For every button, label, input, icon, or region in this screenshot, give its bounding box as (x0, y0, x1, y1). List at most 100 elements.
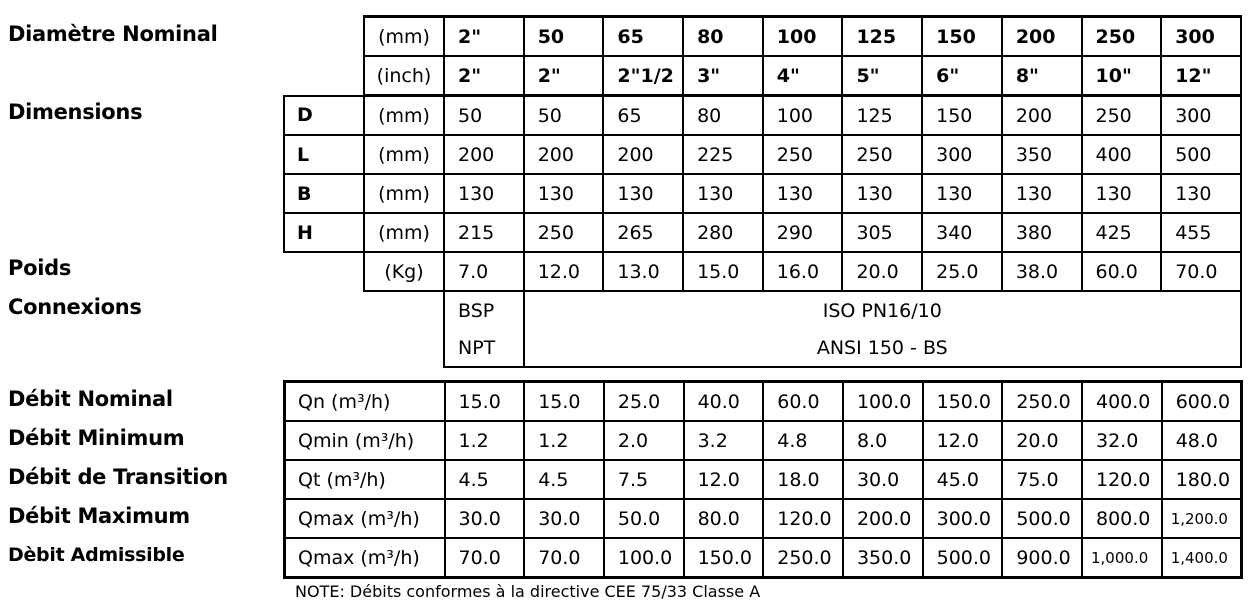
value-cell: 15.0 (443, 380, 526, 422)
unit-cell: (mm) (363, 94, 445, 136)
value-cell: 50 (522, 94, 605, 136)
value-cell: 500 (1160, 134, 1242, 175)
value-cell: 250 (761, 134, 844, 175)
value-cell: 3.2 (682, 420, 765, 461)
col-header-cell: 100 (761, 15, 844, 57)
flow-label-cell: Qmax (m³/h) (283, 537, 446, 579)
value-cell: 40.0 (682, 380, 765, 422)
value-cell: 300.0 (921, 498, 1004, 539)
col-header-cell: 2" (443, 15, 525, 57)
value-cell: 2.0 (602, 420, 685, 461)
value-cell: 100 (761, 94, 844, 136)
value-cell: 100.0 (602, 537, 685, 579)
label-poids: Poids (8, 256, 72, 280)
value-cell: 120.0 (762, 498, 844, 539)
row-dimension-l: L (mm) 200 200 200 225 250 250 300 350 4… (283, 134, 1242, 175)
value-cell: 200 (602, 134, 685, 175)
value-cell: 70.0 (523, 537, 605, 579)
value-cell: 215 (443, 212, 525, 253)
value-cell: 20.0 (1001, 420, 1083, 461)
value-cell: 300 (1160, 94, 1242, 136)
value-cell: 25.0 (921, 251, 1003, 292)
value-cell: 38.0 (1000, 251, 1083, 292)
value-cell: 80.0 (682, 498, 765, 539)
value-cell: 12.0 (682, 459, 765, 500)
col-header-cell: 200 (1000, 15, 1083, 57)
connexion-type-cell: BSP (443, 290, 525, 329)
value-cell: 7.5 (602, 459, 685, 500)
label-connexions: Connexions (8, 295, 142, 319)
spacer-cell (284, 291, 364, 329)
label-debit-nominal: Débit Nominal (8, 387, 173, 411)
flow-label-cell: Qt (m³/h) (283, 459, 446, 500)
dim-key-cell: L (283, 134, 365, 175)
value-cell: 340 (921, 212, 1003, 253)
value-cell: 250 (841, 134, 924, 175)
label-diametre-nominal: Diamètre Nominal (8, 22, 218, 46)
value-cell: 130 (682, 173, 764, 214)
value-cell: 600.0 (1160, 380, 1243, 422)
value-cell: 130 (1080, 173, 1163, 214)
value-cell: 1,000.0 (1081, 537, 1163, 579)
connexion-standard-cell: ANSI 150 - BS (522, 329, 1242, 368)
value-cell: 200 (1000, 94, 1083, 136)
unit-cell: (Kg) (363, 251, 445, 292)
value-cell: 130 (1000, 173, 1083, 214)
value-cell: 250.0 (1001, 380, 1083, 422)
row-debit-nominal: Qn (m³/h) 15.0 15.0 25.0 40.0 60.0 100.0… (283, 380, 1243, 422)
value-cell: 20.0 (841, 251, 924, 292)
value-cell: 500.0 (1001, 498, 1083, 539)
row-debit-transition: Qt (m³/h) 4.5 4.5 7.5 12.0 18.0 30.0 45.… (283, 459, 1243, 500)
value-cell: 65 (602, 94, 685, 136)
value-cell: 800.0 (1081, 498, 1163, 539)
value-cell: 425 (1080, 212, 1163, 253)
note-text: NOTE: Débits conformes à la directive CE… (295, 582, 761, 601)
value-cell: 32.0 (1081, 420, 1163, 461)
value-cell: 150 (921, 94, 1003, 136)
value-cell: 130 (522, 173, 605, 214)
value-cell: 13.0 (602, 251, 685, 292)
row-debit-admissible: Qmax (m³/h) 70.0 70.0 100.0 150.0 250.0 … (283, 537, 1243, 579)
unit-cell: (mm) (363, 212, 445, 253)
value-cell: 12.0 (921, 420, 1004, 461)
value-cell: 130 (841, 173, 924, 214)
dim-key-cell: H (283, 212, 365, 253)
value-cell: 45.0 (921, 459, 1004, 500)
value-cell: 130 (921, 173, 1003, 214)
col-header-cell: 5" (841, 55, 924, 97)
value-cell: 7.0 (443, 251, 525, 292)
value-cell: 150.0 (921, 380, 1004, 422)
spacer-cell (364, 291, 444, 329)
value-cell: 1,200.0 (1160, 498, 1243, 539)
value-cell: 25.0 (602, 380, 685, 422)
row-dimension-d: D (mm) 50 50 65 80 100 125 150 200 250 3… (283, 94, 1242, 136)
value-cell: 4.5 (443, 459, 526, 500)
col-header-cell: 2"1/2 (602, 55, 685, 97)
value-cell: 70.0 (1160, 251, 1242, 292)
value-cell: 300 (921, 134, 1003, 175)
value-cell: 150.0 (682, 537, 765, 579)
spacer-cell (284, 56, 364, 96)
value-cell: 250 (1080, 94, 1163, 136)
row-dimension-b: B (mm) 130 130 130 130 130 130 130 130 1… (283, 173, 1242, 214)
col-header-cell: 2" (443, 55, 525, 97)
label-debit-admissible: Dèbit Admissible (8, 544, 185, 566)
label-debit-transition: Débit de Transition (8, 465, 228, 489)
value-cell: 4.8 (762, 420, 844, 461)
value-cell: 80 (682, 94, 764, 136)
label-debit-maximum: Débit Maximum (8, 504, 190, 528)
value-cell: 125 (841, 94, 924, 136)
col-header-cell: 10" (1080, 55, 1163, 97)
value-cell: 1,400.0 (1160, 537, 1243, 579)
row-connexion-bsp: BSP ISO PN16/10 (284, 290, 1242, 329)
row-poids: (Kg) 7.0 12.0 13.0 15.0 16.0 20.0 25.0 3… (284, 251, 1242, 292)
value-cell: 180.0 (1160, 459, 1243, 500)
value-cell: 200 (522, 134, 605, 175)
label-dimensions: Dimensions (8, 100, 143, 124)
col-header-cell: 65 (602, 15, 685, 57)
spacer-cell (284, 252, 364, 291)
value-cell: 50 (443, 94, 525, 136)
spec-table-upper: (mm) 2" 50 65 80 100 125 150 200 250 300… (283, 15, 1242, 368)
value-cell: 30.0 (523, 498, 605, 539)
value-cell: 18.0 (762, 459, 844, 500)
